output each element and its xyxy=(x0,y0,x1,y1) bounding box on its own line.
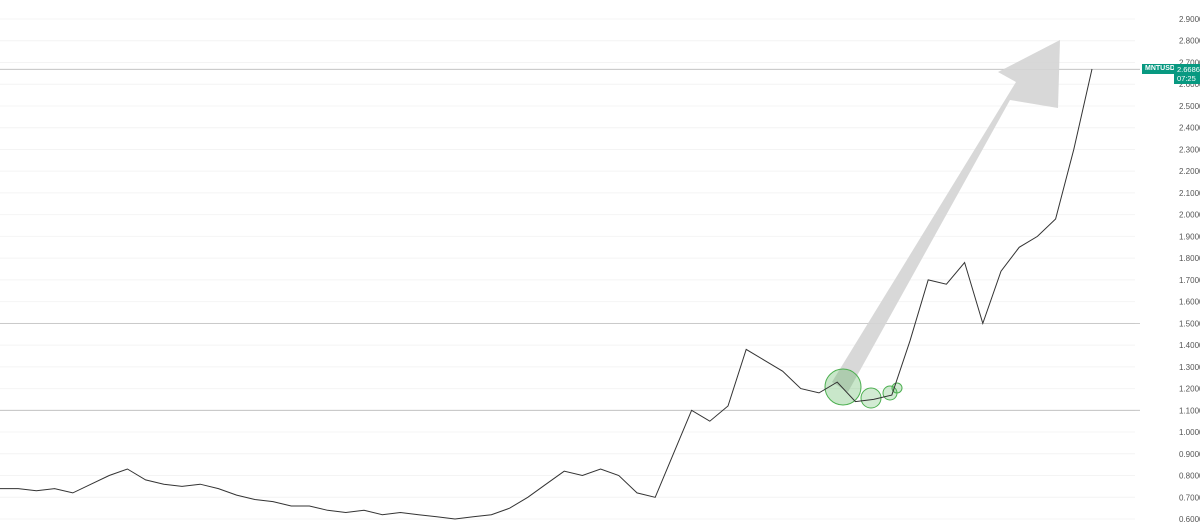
y-tick-label: 2.1000 xyxy=(1179,189,1200,198)
price-line xyxy=(0,68,1093,520)
grid xyxy=(0,18,1135,520)
y-tick-label: 2.3000 xyxy=(1179,145,1200,154)
symbol-label: MNTUSDT xyxy=(1142,64,1183,74)
y-tick-label: 2.6000 xyxy=(1179,80,1200,89)
y-tick-label: 1.2000 xyxy=(1179,385,1200,394)
highlight-circle xyxy=(824,368,862,406)
bar-countdown: 07:25 xyxy=(1177,74,1196,83)
horizontal-lines xyxy=(0,68,1140,411)
y-tick-label: 2.5000 xyxy=(1179,102,1200,111)
y-tick-label: 0.6000 xyxy=(1179,515,1200,524)
up-arrow-annotation xyxy=(832,40,1060,392)
y-tick-label: 1.5000 xyxy=(1179,319,1200,328)
y-tick-label: 1.3000 xyxy=(1179,363,1200,372)
y-tick-label: 2.2000 xyxy=(1179,167,1200,176)
y-tick-label: 1.1000 xyxy=(1179,406,1200,415)
y-tick-label: 2.4000 xyxy=(1179,124,1200,133)
y-tick-label: 1.6000 xyxy=(1179,298,1200,307)
last-price-label: 2.6686 07:25 xyxy=(1174,64,1200,84)
last-price: 2.6686 xyxy=(1177,65,1200,74)
y-tick-label: 1.4000 xyxy=(1179,341,1200,350)
accumulation-circles xyxy=(824,368,903,409)
